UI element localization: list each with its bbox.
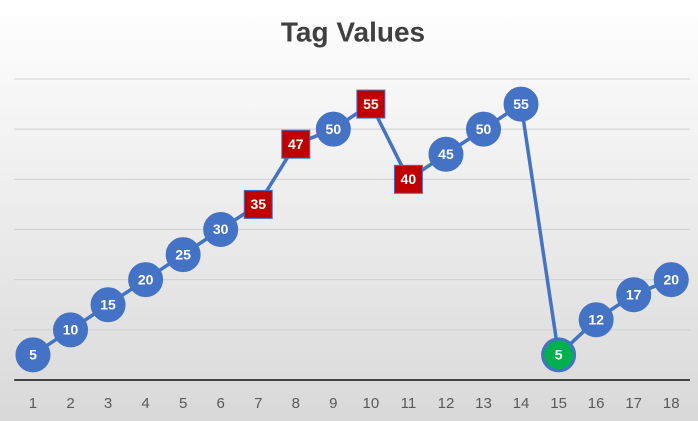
x-tick-label: 12: [438, 395, 455, 412]
x-tick-label: 15: [550, 395, 567, 412]
data-label: 55: [513, 96, 529, 112]
marker: [165, 237, 201, 273]
x-tick-label: 18: [663, 395, 680, 412]
data-label: 12: [588, 312, 604, 328]
marker: [356, 89, 386, 119]
marker: [653, 262, 689, 298]
data-label: 20: [138, 271, 154, 287]
data-label: 55: [363, 96, 379, 112]
marker: [243, 189, 273, 219]
data-label: 45: [438, 146, 454, 162]
chart-title: Tag Values: [281, 16, 425, 47]
data-label: 25: [175, 246, 191, 262]
x-tick-label: 7: [254, 395, 262, 412]
marker: [315, 111, 351, 147]
data-label: 15: [100, 296, 116, 312]
x-tick-label: 16: [588, 395, 605, 412]
marker: [578, 302, 614, 338]
marker: [203, 212, 239, 247]
data-label: 5: [29, 347, 37, 363]
marker: [466, 111, 502, 147]
marker: [53, 312, 89, 348]
data-label: 50: [326, 121, 342, 137]
data-label: 17: [626, 286, 642, 302]
marker: [90, 287, 126, 323]
data-label: 47: [288, 136, 304, 152]
x-tick-label: 13: [475, 395, 492, 412]
x-tick-label: 3: [104, 395, 112, 412]
x-tick-label: 17: [625, 395, 642, 412]
x-tick-label: 9: [329, 395, 337, 412]
marker: [428, 136, 464, 172]
data-label: 40: [401, 171, 417, 187]
marker: [128, 262, 164, 298]
x-tick-label: 4: [141, 395, 149, 412]
x-tick-label: 5: [179, 395, 187, 412]
x-tick-label: 8: [292, 395, 300, 412]
x-tick-label: 6: [217, 395, 225, 412]
data-label: 20: [663, 271, 679, 287]
marker: [503, 86, 539, 122]
data-label: 10: [63, 322, 79, 338]
x-tick-label: 1: [29, 395, 37, 412]
marker: [616, 277, 652, 313]
marker: [15, 337, 51, 373]
data-label: 50: [476, 121, 492, 137]
data-label: 5: [555, 347, 563, 363]
x-tick-label: 11: [401, 395, 417, 412]
data-label: 30: [213, 221, 229, 237]
marker: [281, 129, 311, 159]
x-tick-label: 2: [66, 395, 74, 412]
marker: [393, 164, 423, 194]
x-tick-label: 14: [513, 395, 530, 412]
data-label: 35: [250, 196, 266, 212]
marker: [541, 337, 577, 373]
x-tick-label: 10: [363, 395, 380, 412]
